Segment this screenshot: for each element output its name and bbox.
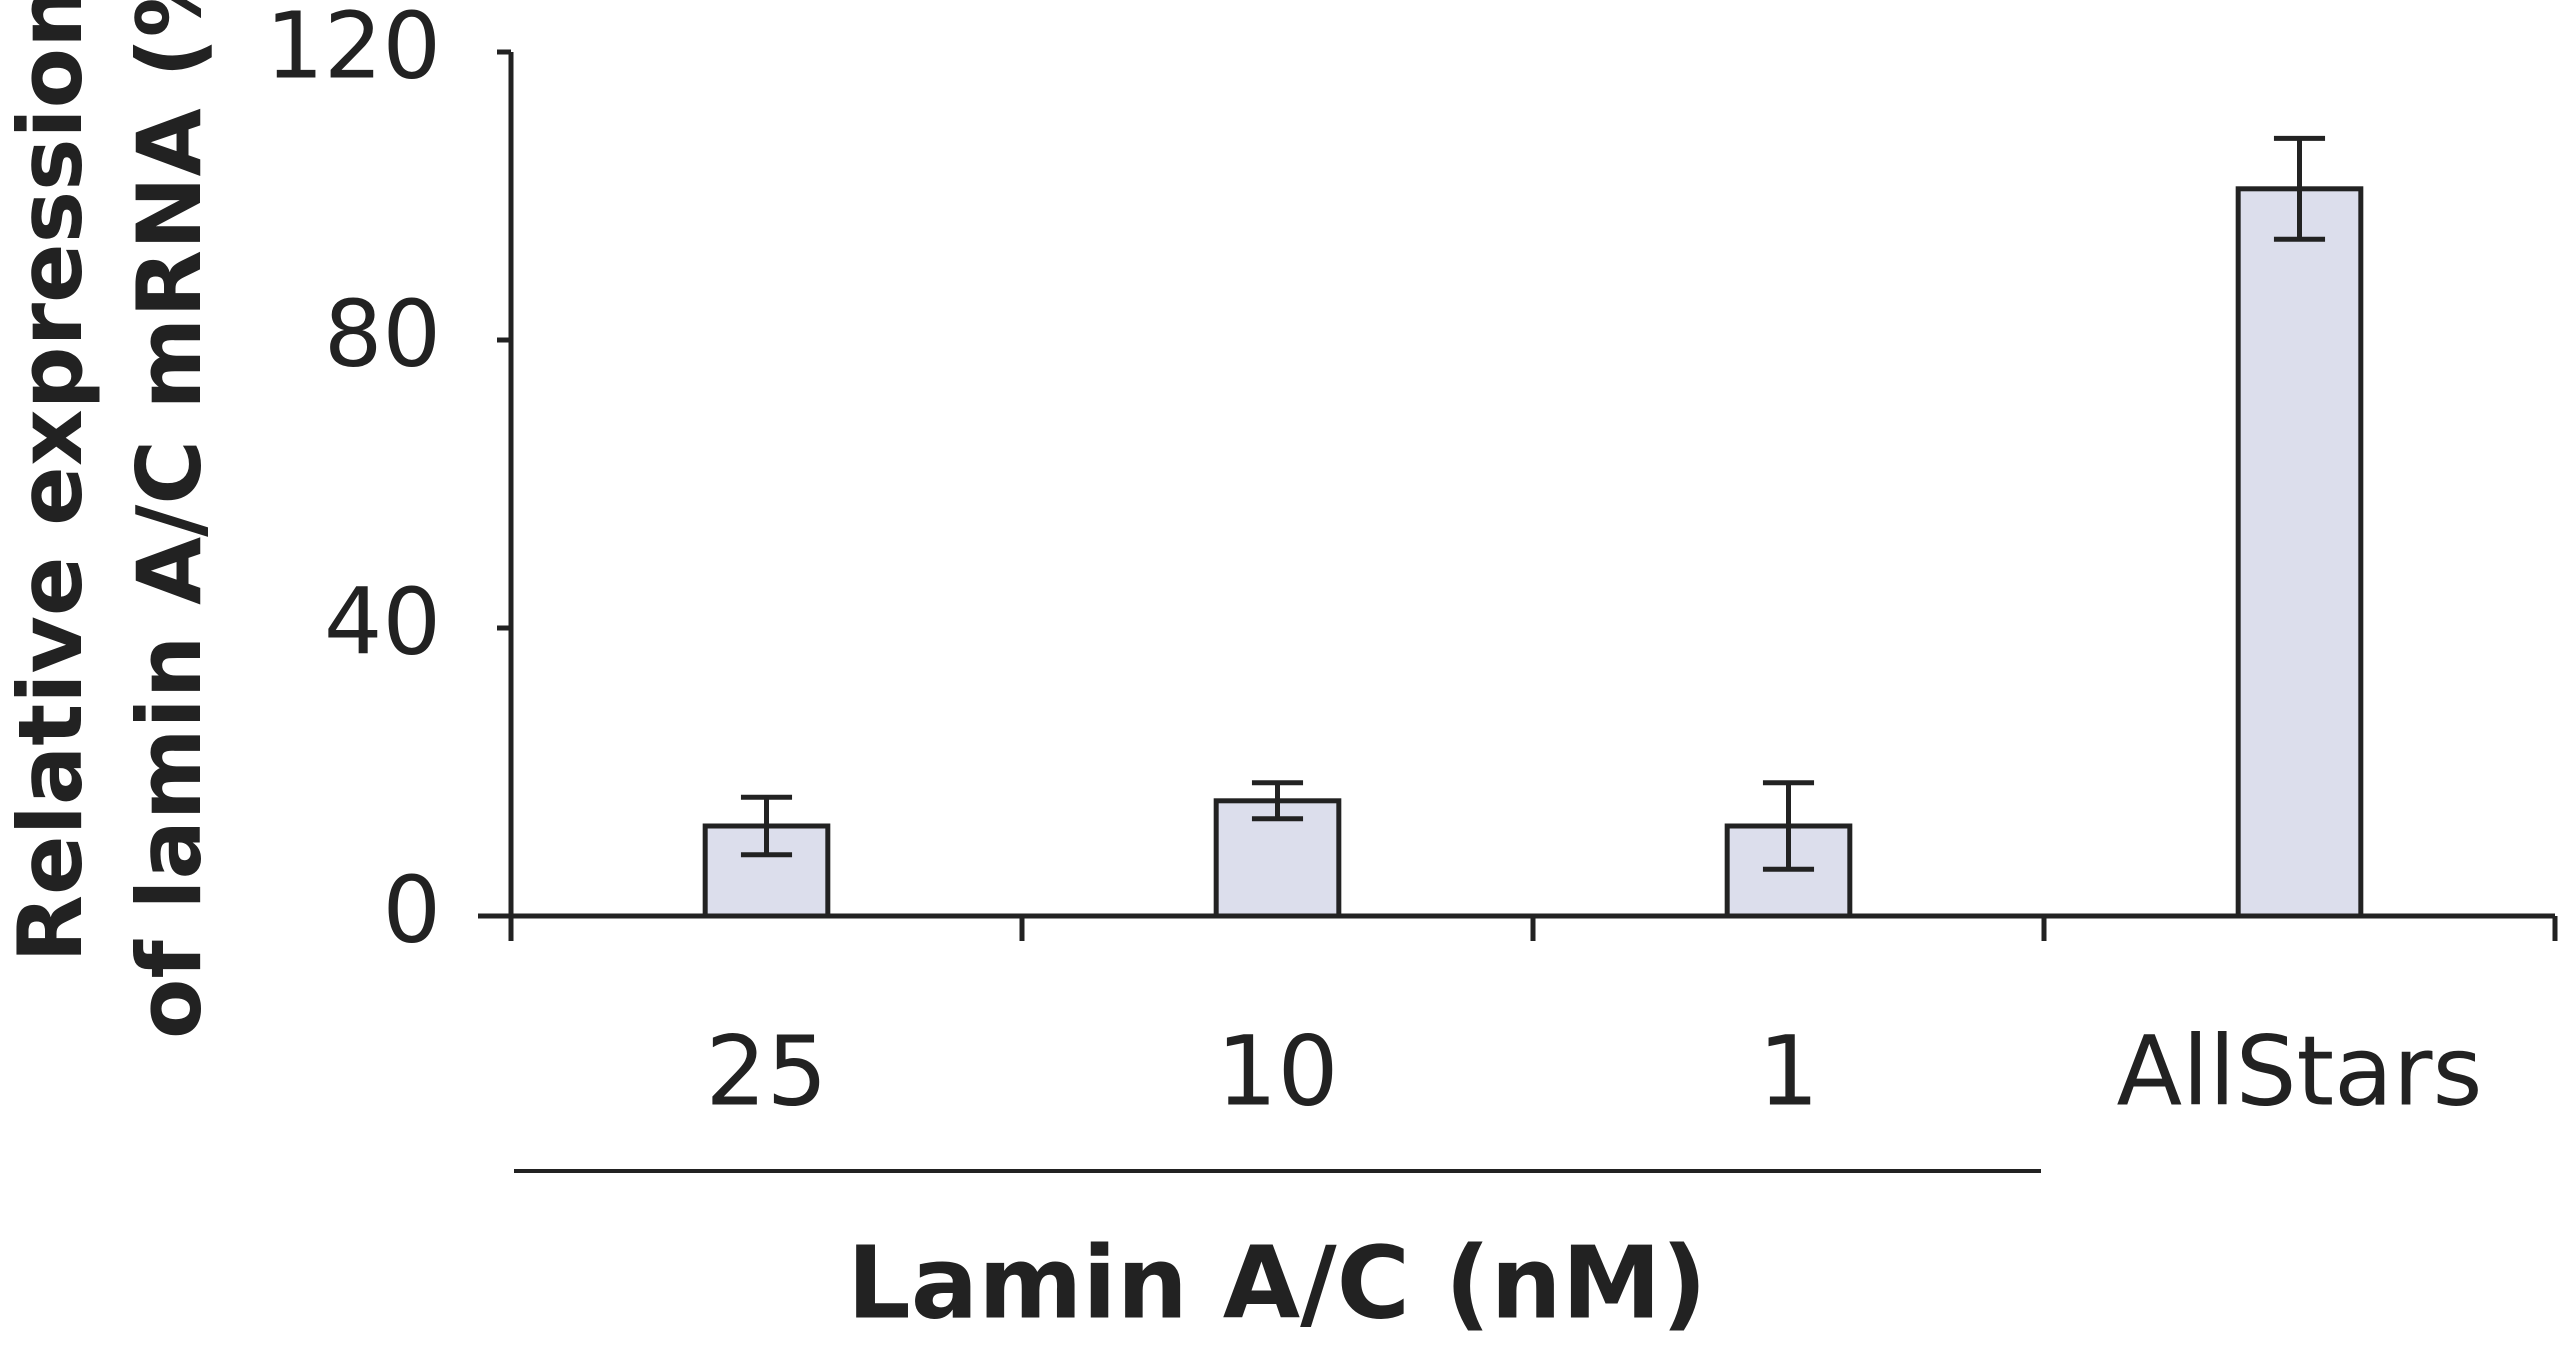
error-bar — [1251, 780, 1304, 822]
error-bar — [740, 794, 793, 858]
error-bar — [2273, 135, 2326, 242]
x-tick-label: 1 — [1758, 1015, 1819, 1127]
x-tick-label: AllStars — [2117, 1015, 2483, 1127]
y-axis-label: of lamin A/C mRNA (%) — [118, 0, 221, 1039]
bar — [2235, 186, 2364, 919]
error-bar — [1762, 780, 1815, 872]
x-tick-label: 25 — [705, 1015, 827, 1127]
y-axis-label: Relative expression — [0, 0, 102, 963]
y-tick-label: 80 — [324, 280, 441, 387]
x-tick-label: 10 — [1216, 1015, 1338, 1127]
y-tick-label: 0 — [382, 856, 441, 963]
group-label: Lamin A/C (nM) — [847, 1224, 1707, 1341]
y-tick-label: 120 — [265, 0, 441, 99]
y-tick-label: 40 — [324, 568, 441, 675]
